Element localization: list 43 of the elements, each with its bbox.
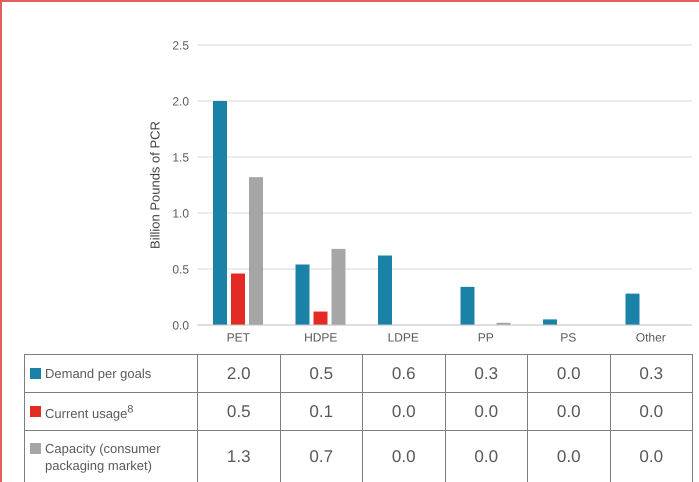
data-label: 0.3 (445, 354, 528, 392)
bar (332, 248, 346, 325)
legend-label: Current usage$^{8}$ (45, 403, 134, 421)
data-label: 0.3 (610, 354, 692, 392)
bar (249, 177, 263, 325)
data-label: 0.5 (198, 392, 280, 430)
data-label: 2.0 (198, 354, 280, 392)
y-tick-label: 0.0 (172, 318, 190, 332)
bar (231, 273, 245, 325)
data-label: 0.0 (610, 392, 692, 430)
legend-label: Capacity (consumer packaging market) (45, 440, 161, 472)
data-label: 0.0 (610, 430, 692, 482)
legend-label: Demand per goals (45, 366, 152, 381)
bar (378, 256, 392, 325)
x-tick-label: Other (636, 330, 666, 345)
data-label: 1.3 (198, 430, 280, 482)
y-tick-label: 1.0 (172, 206, 190, 220)
data-label: 0.1 (280, 392, 362, 430)
y-tick-label: 2.0 (172, 94, 190, 108)
x-tick-label: LDPE (388, 330, 419, 345)
y-axis-title: Billion Pounds of PCR (148, 121, 163, 249)
bar (626, 294, 640, 325)
bar (314, 312, 328, 325)
data-label: 0.0 (362, 392, 445, 430)
y-tick-label: 1.5 (172, 150, 190, 164)
data-label: 0.0 (362, 430, 445, 482)
x-tick-label: PS (560, 330, 576, 345)
data-label: 0.0 (445, 430, 528, 482)
y-tick-label: 2.5 (172, 38, 190, 52)
x-tick-label: PP (478, 330, 494, 345)
data-label: 0.0 (528, 430, 610, 482)
bar (460, 286, 474, 325)
bar (213, 101, 227, 325)
data-label: 0.6 (362, 354, 445, 392)
x-tick-label: HDPE (304, 330, 338, 345)
bar (296, 264, 310, 325)
y-tick-label: 0.5 (172, 262, 190, 276)
x-tick-label: PET (226, 330, 251, 345)
data-label: 0.0 (528, 392, 610, 430)
data-label: 0.7 (280, 430, 362, 482)
data-label: 0.0 (445, 392, 528, 430)
data-label: 0.0 (528, 354, 610, 392)
data-label: 0.5 (280, 354, 362, 392)
